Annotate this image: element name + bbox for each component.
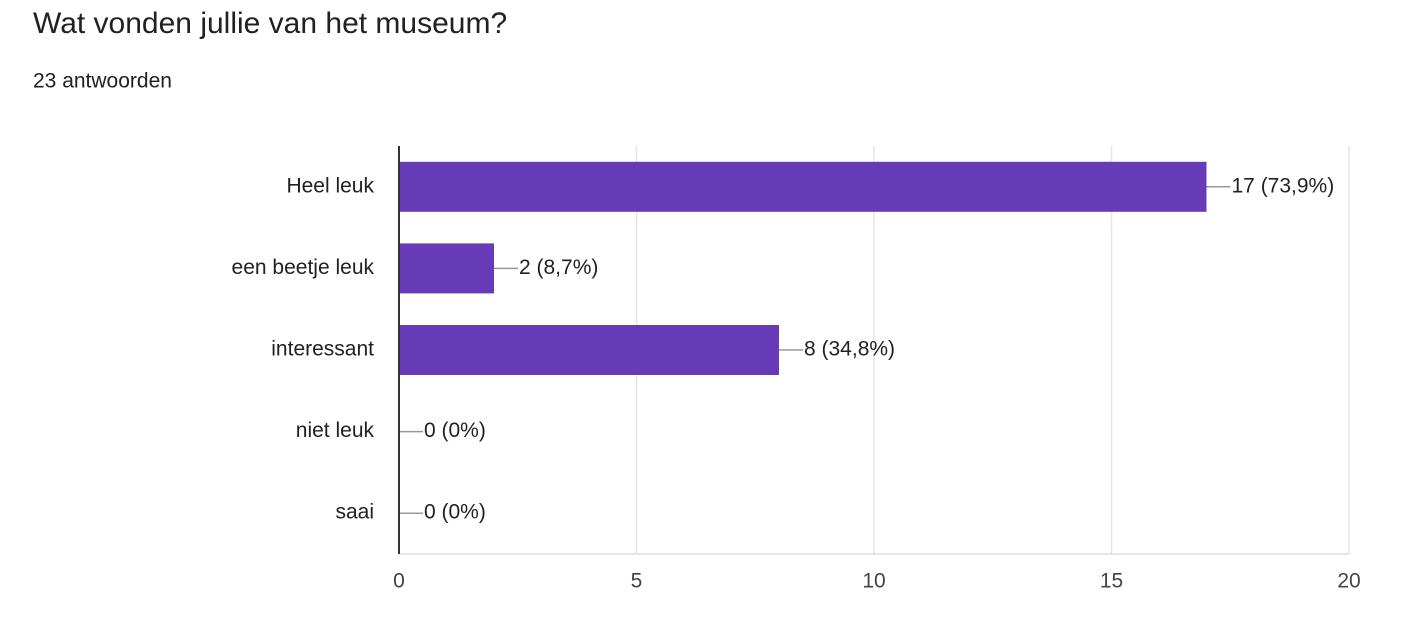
value-label: 17 (73,9%) <box>1232 174 1335 197</box>
bar <box>399 325 779 375</box>
x-tick-label: 10 <box>862 570 885 593</box>
y-tick-label: interessant <box>271 338 374 361</box>
x-tick-label: 20 <box>1337 570 1360 593</box>
y-tick-label: saai <box>335 501 374 524</box>
x-tick-label: 5 <box>631 570 643 593</box>
value-label: 0 (0%) <box>424 419 486 442</box>
y-tick-label: niet leuk <box>296 419 375 442</box>
chart-title: Wat vonden jullie van het museum? <box>33 7 507 40</box>
bar <box>399 243 494 294</box>
x-tick-label: 15 <box>1100 570 1123 593</box>
x-tick-label: 0 <box>393 570 405 593</box>
y-tick-label: Heel leuk <box>286 174 374 197</box>
bar <box>399 161 1207 212</box>
chart-subtitle: 23 antwoorden <box>33 70 172 93</box>
value-label: 8 (34,8%) <box>804 338 895 361</box>
y-tick-label: een beetje leuk <box>232 256 375 279</box>
value-label: 2 (8,7%) <box>519 256 598 279</box>
value-label: 0 (0%) <box>424 501 486 524</box>
